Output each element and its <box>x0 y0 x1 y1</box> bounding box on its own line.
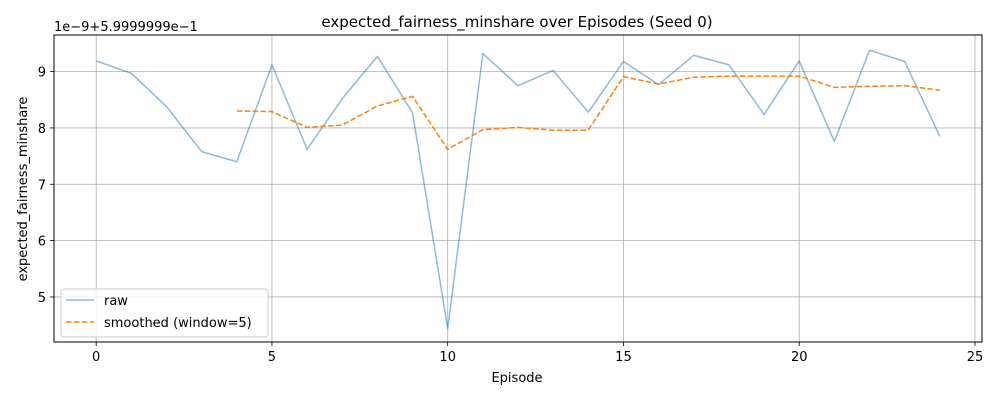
legend: raw smoothed (window=5) <box>60 288 269 338</box>
x-tick-label: 15 <box>615 350 632 365</box>
y-axis-label: expected_fairness_minshare <box>16 97 31 282</box>
y-offset-label: 1e−9+5.9999999e−1 <box>54 20 198 35</box>
series-line-smoothed <box>236 75 940 151</box>
x-tick-label: 0 <box>92 350 100 365</box>
x-tick-label: 5 <box>268 350 276 365</box>
y-tick-label: 6 <box>38 235 46 250</box>
y-tick-label: 7 <box>38 178 46 193</box>
chart-title: expected_fairness_minshare over Episodes… <box>321 13 712 32</box>
y-tick-label: 8 <box>38 122 46 137</box>
ticks: 0 5 10 15 20 25 5 6 7 8 9 <box>38 66 984 365</box>
legend-box <box>60 288 269 338</box>
legend-label-smoothed: smoothed (window=5) <box>104 316 252 331</box>
y-tick-label: 9 <box>38 66 46 81</box>
y-tick-label: 5 <box>38 291 46 306</box>
x-tick-label: 10 <box>439 350 456 365</box>
series-line-raw <box>95 49 941 330</box>
legend-label-raw: raw <box>104 294 128 309</box>
series-layer <box>95 49 941 330</box>
x-tick-label: 25 <box>967 350 984 365</box>
plot-frame <box>53 34 983 343</box>
x-tick-label: 20 <box>791 350 808 365</box>
x-axis-label: Episode <box>491 371 542 386</box>
